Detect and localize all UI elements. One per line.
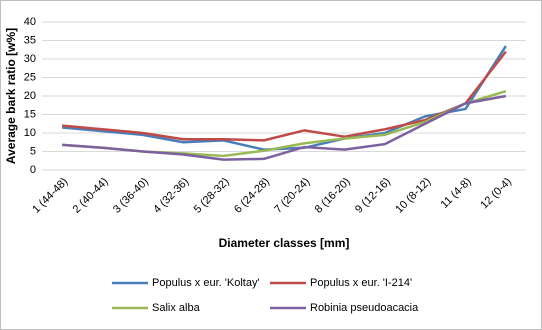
legend-label: Robinia pseudoacacia — [310, 302, 419, 314]
y-tick-label: 30 — [24, 53, 36, 65]
line-series — [62, 45, 507, 151]
line-series — [62, 50, 507, 142]
y-tick-label: 0 — [30, 164, 36, 176]
y-tick-label: 5 — [30, 145, 36, 157]
y-tick-label: 20 — [24, 90, 36, 102]
legend-label: Populus x eur. 'I-214' — [310, 277, 412, 289]
legend-label: Populus x eur. 'Koltay' — [152, 277, 260, 289]
y-tick-label: 15 — [24, 108, 36, 120]
y-tick-label: 35 — [24, 34, 36, 46]
y-axis-label: Average bark ratio [w%] — [4, 28, 18, 164]
y-tick-label: 10 — [24, 127, 36, 139]
line-series — [62, 94, 507, 161]
y-tick-label: 25 — [24, 71, 36, 83]
y-tick-label: 40 — [24, 16, 36, 28]
x-axis-label: Diameter classes [mm] — [219, 236, 350, 250]
legend-label: Salix alba — [152, 302, 201, 314]
